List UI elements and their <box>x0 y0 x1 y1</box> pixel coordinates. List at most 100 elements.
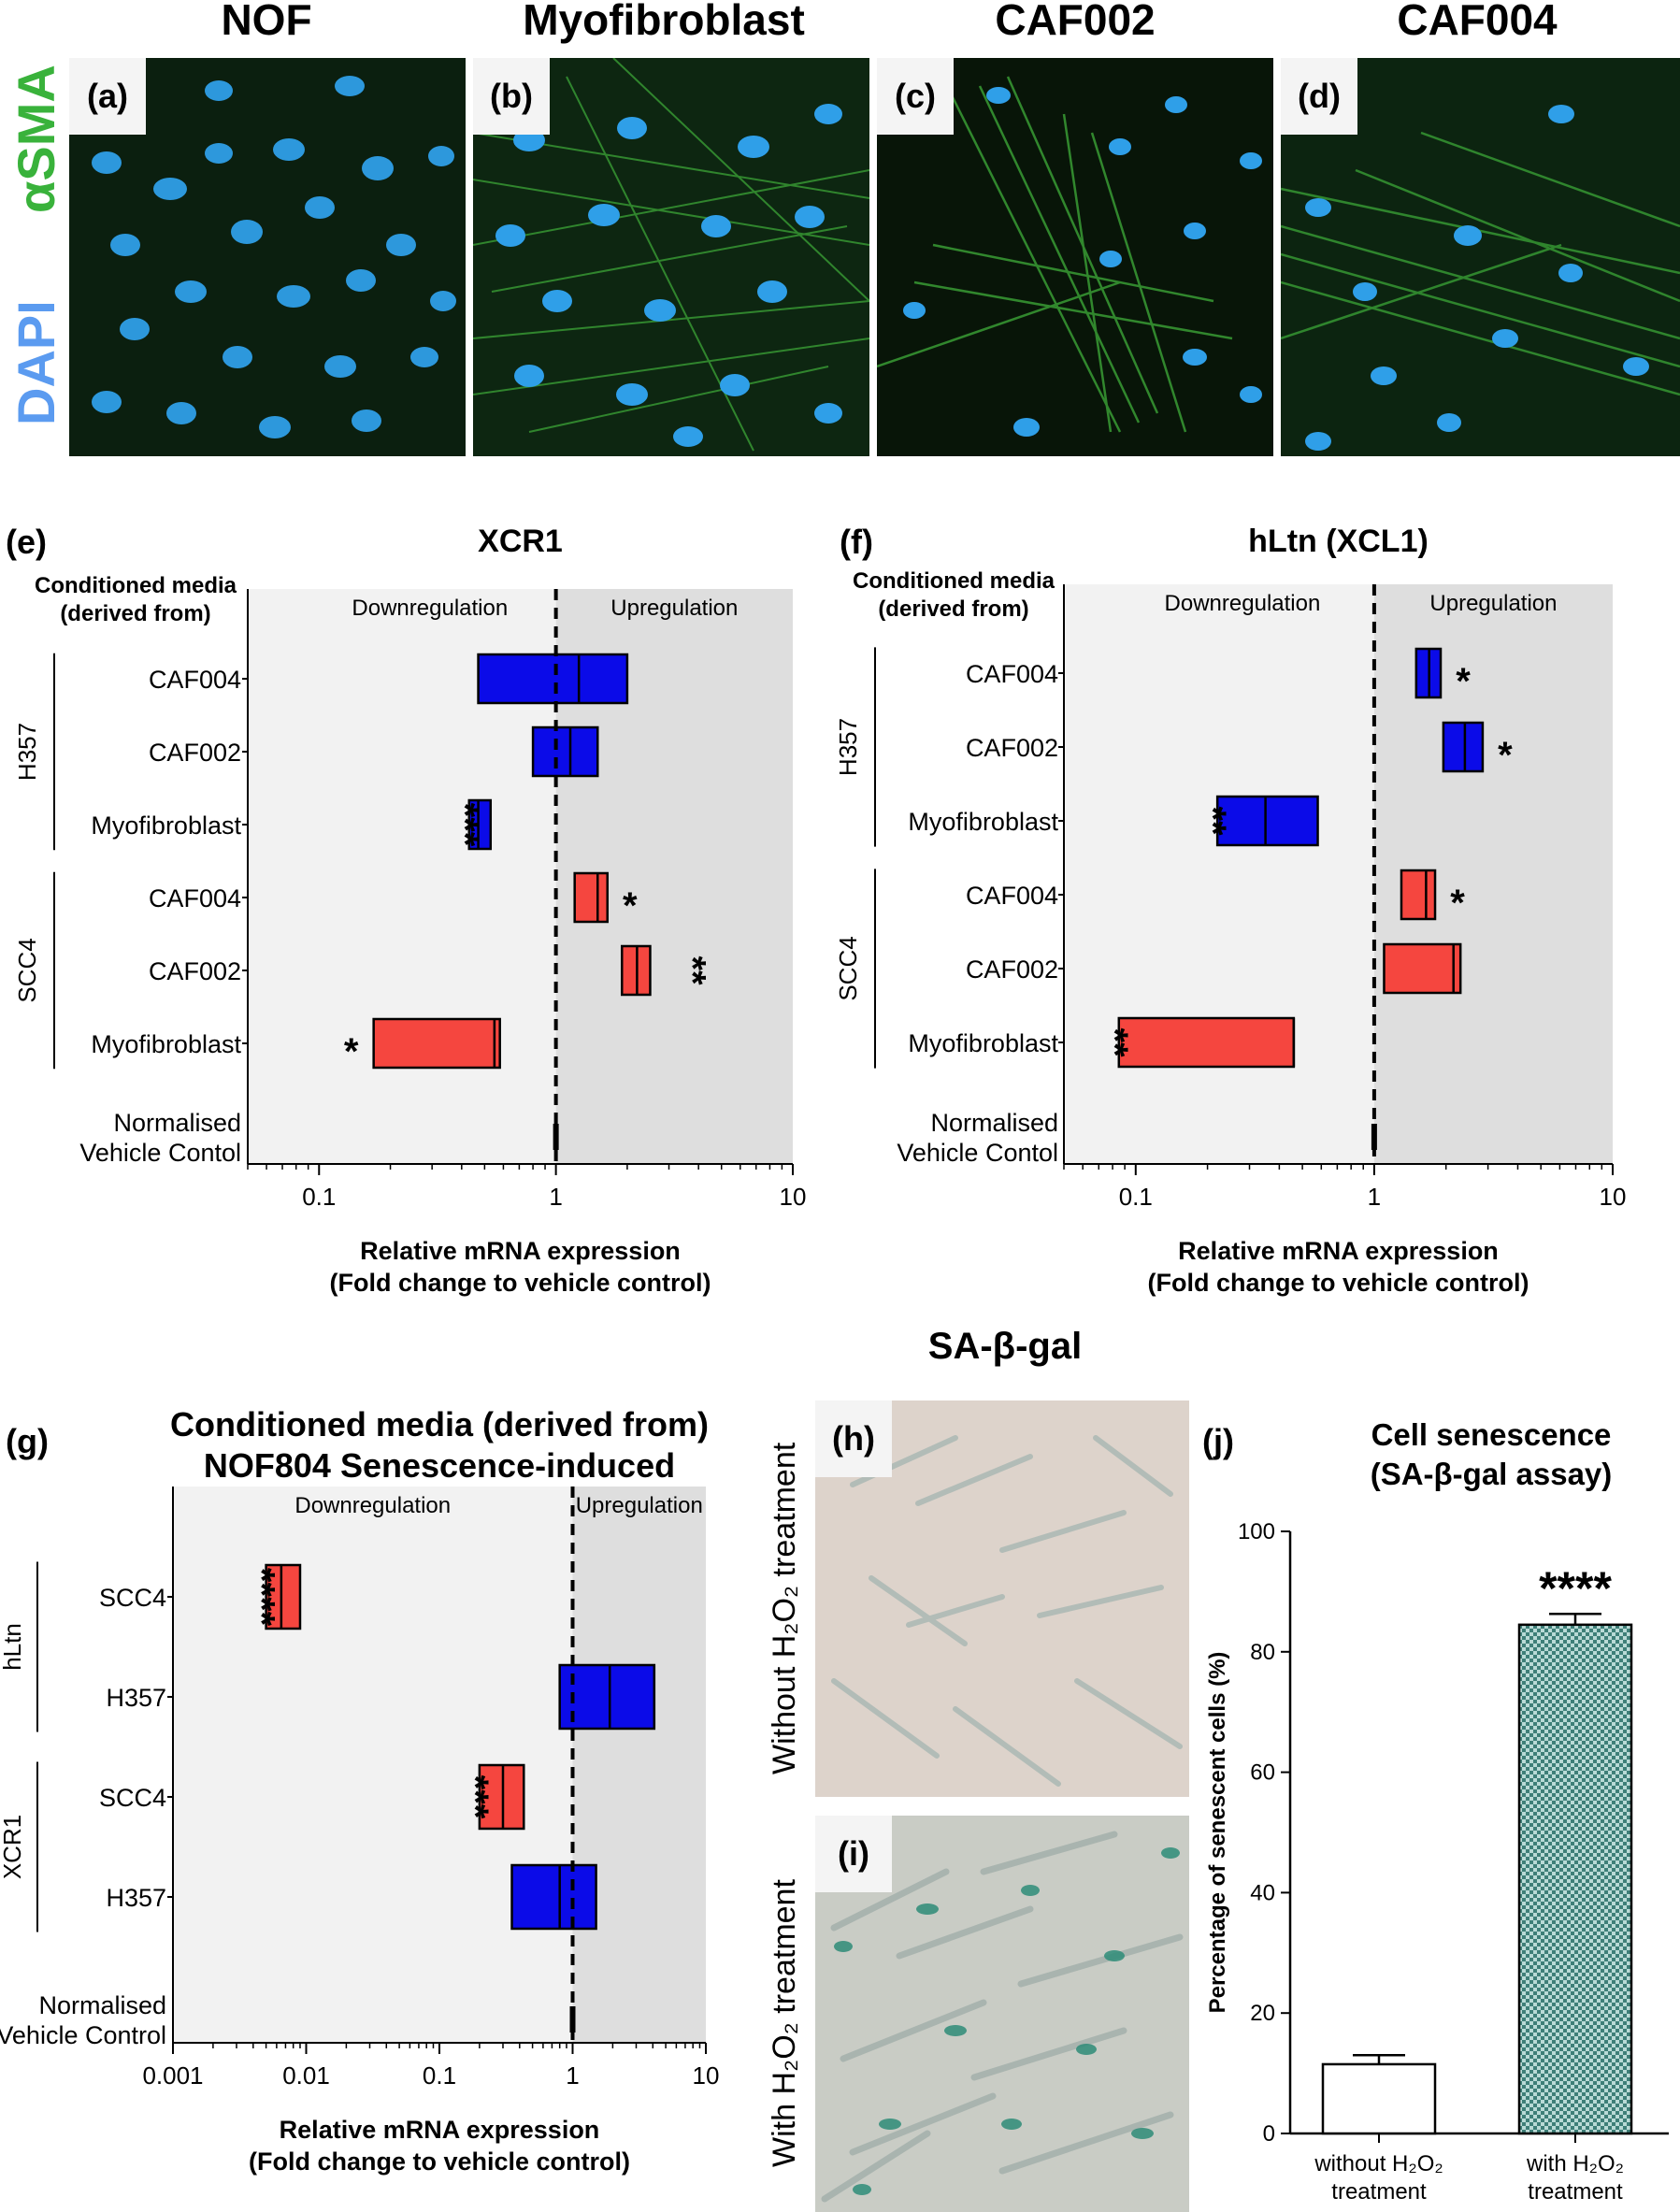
row-label: CAF004 <box>149 666 241 694</box>
x-tick-label: 0.001 <box>142 2061 203 2090</box>
range-bar <box>1117 1016 1296 1069</box>
row-label: CAF002 <box>149 739 241 767</box>
y-axis-title: Percentage of senescent cells (%) <box>1205 1652 1230 2014</box>
row-label: Myofibroblast <box>908 1029 1058 1057</box>
panel-letter: (j) <box>1202 1422 1234 1460</box>
row-label: CAF004 <box>966 882 1058 910</box>
downregulation-label: Downregulation <box>294 1493 451 1518</box>
significance-marker: * <box>623 885 638 926</box>
range-bar <box>372 1017 501 1070</box>
x-axis-title-line1: Relative mRNA expression <box>280 2116 600 2144</box>
significance-marker: * <box>344 1031 359 1072</box>
x-axis-title-line2: (Fold change to vehicle control) <box>1147 1269 1529 1297</box>
range-bar <box>1383 942 1462 995</box>
row-label: SCC4 <box>99 1784 166 1812</box>
row-label: CAF002 <box>966 734 1058 762</box>
cm-header-line1: Conditioned media <box>35 573 237 598</box>
chart-title-line2: NOF804 Senescence-induced <box>204 1446 675 1485</box>
panel-letter: (e) <box>6 523 47 561</box>
significance-marker: *** <box>454 1775 495 1819</box>
column-header-caf002: CAF002 <box>995 0 1156 44</box>
control-label-line1: Normalised <box>38 1991 166 2019</box>
x-tick-label: 10 <box>1600 1183 1627 1211</box>
panel-label-a: (a) <box>69 58 146 135</box>
y-tick-label: 20 <box>1250 2001 1275 2026</box>
panel-label-h: (h) <box>815 1400 892 1477</box>
control-label-line2: Vehicle Control <box>0 2021 166 2049</box>
row-label: SCC4 <box>99 1584 166 1612</box>
chart-title: XCR1 <box>478 524 563 559</box>
micrograph-myofibroblast: (b) <box>473 58 869 456</box>
panel-label-i: (i) <box>815 1816 892 1892</box>
group-label: hLtn <box>0 1623 26 1671</box>
cm-header-line2: (derived from) <box>60 601 210 626</box>
row-label: CAF004 <box>149 884 241 912</box>
micrograph-caf004: (d) <box>1281 58 1680 456</box>
x-axis-title-line2: (Fold change to vehicle control) <box>249 2147 630 2176</box>
row-label: CAF002 <box>149 957 241 985</box>
x-tick-label-line1: without H₂O₂ <box>1314 2151 1443 2176</box>
upregulation-label: Upregulation <box>610 596 738 621</box>
dapi-label: DAPI <box>7 300 65 425</box>
range-bar <box>1442 721 1485 773</box>
significance-marker: * <box>1450 883 1465 924</box>
chart-title-line2: (SA-β-gal assay) <box>1371 1457 1613 1491</box>
panel-label-b: (b) <box>473 58 550 135</box>
stain-label: DAPI αSMA <box>7 65 65 425</box>
x-axis-title-line1: Relative mRNA expression <box>1178 1237 1499 1265</box>
range-bar <box>265 1563 302 1630</box>
downregulation-region <box>1064 584 1374 1164</box>
y-tick-label: 100 <box>1238 1519 1275 1544</box>
y-tick-label: 80 <box>1250 1640 1275 1665</box>
column-header-nof: NOF <box>221 0 312 44</box>
x-tick-label-line1: with H₂O₂ <box>1526 2151 1624 2176</box>
row-label: H357 <box>106 1884 166 1912</box>
panel-label-d: (d) <box>1281 58 1357 135</box>
bar <box>1517 1623 1633 2135</box>
range-bar <box>531 725 599 778</box>
sa-gal-side-labels: Without H₂O₂ treatment With H₂O₂ treatme… <box>767 1442 802 2167</box>
x-axis-title-line2: (Fold change to vehicle control) <box>329 1269 711 1297</box>
row-label: CAF004 <box>966 660 1058 688</box>
x-axis-title-line1: Relative mRNA expression <box>360 1237 681 1265</box>
chart-xcr1: XCR1 (e) Conditioned media (derived from) Do… <box>6 523 807 1297</box>
chart-hltn: hLtn (XCL1) (f) Conditioned media(derived … <box>834 523 1627 1297</box>
group-label: SCC4 <box>834 936 862 1000</box>
y-tick-label: 60 <box>1250 1760 1275 1786</box>
label-without-h2o2: Without H₂O₂ treatment <box>767 1442 802 1774</box>
chart-title: hLtn (XCL1) <box>1248 524 1429 559</box>
x-tick-label: 10 <box>780 1183 807 1211</box>
significance-marker: ** <box>1094 1027 1135 1057</box>
downregulation-label: Downregulation <box>1165 591 1321 616</box>
y-tick-label: 0 <box>1263 2121 1275 2147</box>
significance-marker: *** <box>444 803 485 847</box>
x-tick-label: 10 <box>693 2061 720 2090</box>
micrograph-nof: (a) <box>69 58 466 456</box>
x-tick-label-line2: treatment <box>1528 2179 1623 2205</box>
chart-cell-senescence: (j) Cell senescence (SA-β-gal assay) 0 20 40 6… <box>1202 1417 1669 2205</box>
row-label: Myofibroblast <box>91 1030 241 1058</box>
brightfield-with-h2o2: (i) <box>815 1816 1189 2212</box>
chart-senescence-cm: Conditioned media (derived from)NOF804 S… <box>0 1405 720 2176</box>
range-bar <box>510 1863 597 1931</box>
significance-marker: **** <box>241 1568 282 1627</box>
range-bar <box>558 1663 656 1731</box>
control-label-line1: Normalised <box>930 1109 1058 1137</box>
x-tick-label: 1 <box>549 1183 562 1211</box>
downregulation-label: Downregulation <box>352 596 508 621</box>
range-bar <box>1400 869 1437 921</box>
sa-gal-title: SA-β-gal <box>927 1326 1083 1367</box>
x-tick-label: 0.01 <box>282 2061 330 2090</box>
group-label: XCR1 <box>0 1815 26 1879</box>
group-label: H357 <box>834 718 862 776</box>
row-label: CAF002 <box>966 955 1058 984</box>
range-bar <box>1215 795 1319 847</box>
chart-title-line1: Cell senescence <box>1371 1417 1612 1452</box>
significance-marker: * <box>1498 735 1513 776</box>
micrograph-caf002: (c) <box>877 58 1273 456</box>
asma-label: αSMA <box>7 65 65 213</box>
range-bar <box>477 653 629 705</box>
significance-marker: * <box>1456 661 1471 702</box>
upregulation-region <box>572 1487 706 2043</box>
